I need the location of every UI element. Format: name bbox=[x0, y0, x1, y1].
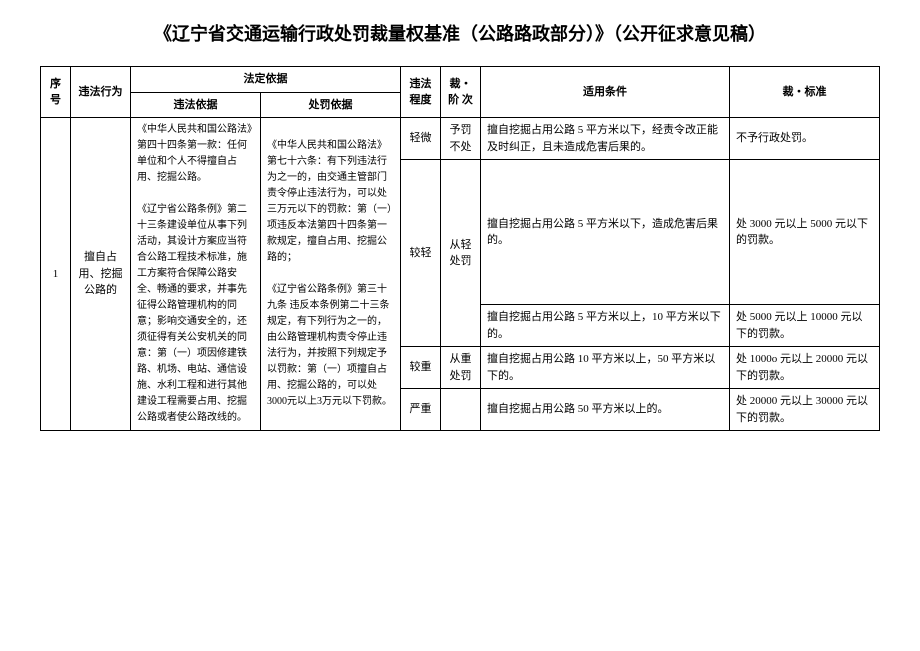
header-seq: 序号 bbox=[41, 67, 71, 118]
cell-level-2: 较重 bbox=[401, 347, 441, 389]
cell-condition-3: 擅自挖掘占用公路 50 平方米以上的。 bbox=[481, 389, 730, 431]
header-condition: 适用条件 bbox=[481, 67, 730, 118]
cell-condition-0: 擅自挖掘占用公路 5 平方米以下，经责令改正能及时纠正，且未造成危害后果的。 bbox=[481, 118, 730, 160]
cell-condition-1-1: 擅自挖掘占用公路 5 平方米以上，10 平方米以下的。 bbox=[481, 305, 730, 347]
page-title: 《辽宁省交通运输行政处罚裁量权基准（公路路政部分）》（公开征求意见稿） bbox=[40, 20, 880, 46]
header-act: 违法行为 bbox=[71, 67, 131, 118]
cell-standard-1-1: 处 5000 元以上 10000 元以下的罚款。 bbox=[730, 305, 880, 347]
cell-condition-2: 擅自挖掘占用公路 10 平方米以上，50 平方米以下的。 bbox=[481, 347, 730, 389]
cell-level-1: 较轻 bbox=[401, 160, 441, 347]
cell-standard-0: 不予行政处罚。 bbox=[730, 118, 880, 160]
cell-standard-2: 处 1000o 元以上 20000 元以下的罚款。 bbox=[730, 347, 880, 389]
header-stage: 裁・阶 次 bbox=[441, 67, 481, 118]
cell-seq: 1 bbox=[41, 118, 71, 431]
cell-level-3: 严重 bbox=[401, 389, 441, 431]
cell-stage-3 bbox=[441, 389, 481, 431]
header-basis-penalty: 处罚依据 bbox=[261, 92, 401, 118]
cell-basis-violation: 《中华人民共和国公路法》第四十四条第一款：任何单位和个人不得擅自占用、挖掘公路。… bbox=[131, 118, 261, 431]
header-level: 违法程度 bbox=[401, 67, 441, 118]
header-basis-violation: 违法依据 bbox=[131, 92, 261, 118]
cell-stage-1: 从轻处罚 bbox=[441, 160, 481, 347]
cell-condition-1-0: 擅自挖掘占用公路 5 平方米以下，造成危害后果的。 bbox=[481, 160, 730, 305]
cell-standard-1-0: 处 3000 元以上 5000 元以下的罚款。 bbox=[730, 160, 880, 305]
cell-stage-2: 从重处罚 bbox=[441, 347, 481, 389]
header-legal-basis: 法定依据 bbox=[131, 67, 401, 93]
header-standard: 裁・标准 bbox=[730, 67, 880, 118]
cell-level-0: 轻微 bbox=[401, 118, 441, 160]
cell-stage-0: 予罚不处 bbox=[441, 118, 481, 160]
cell-act: 擅自占用、挖掘公路的 bbox=[71, 118, 131, 431]
main-table: 序号 违法行为 法定依据 违法程度 裁・阶 次 适用条件 裁・标准 违法依据 处… bbox=[40, 66, 880, 431]
cell-basis-penalty: 《中华人民共和国公路法》第七十六条：有下列违法行为之一的，由交通主管部门责令停止… bbox=[261, 118, 401, 431]
cell-standard-3: 处 20000 元以上 30000 元以下的罚款。 bbox=[730, 389, 880, 431]
